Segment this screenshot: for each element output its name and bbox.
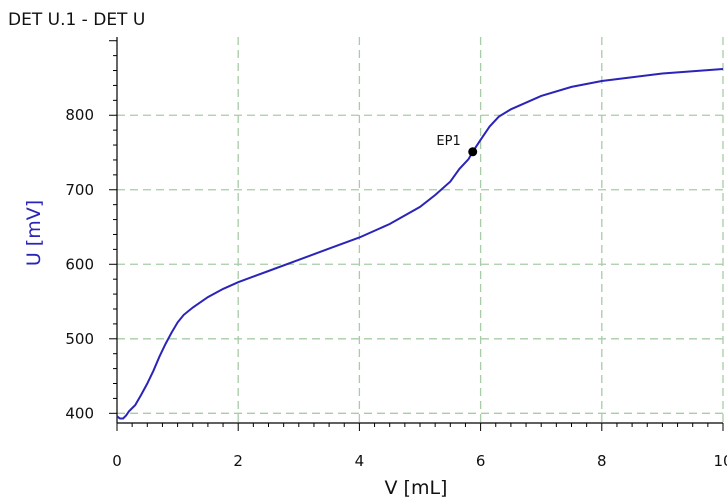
y-tick-label: 500 — [65, 330, 94, 348]
tick-labels: 0 2 4 6 8 10 400 500 600 700 800 — [65, 106, 727, 470]
minor-ticks — [109, 40, 724, 431]
endpoint-label: EP1 — [436, 134, 460, 149]
y-tick-label: 600 — [65, 255, 94, 273]
y-tick-label: 700 — [65, 181, 94, 199]
x-tick-label: 6 — [476, 452, 486, 470]
endpoint-marker — [468, 147, 478, 157]
y-tick-label: 400 — [65, 404, 94, 422]
x-axis-label: V [mL] — [385, 477, 448, 499]
chart-title: DET U.1 - DET U — [8, 10, 145, 30]
y-tick-label: 800 — [65, 106, 94, 124]
annotations: EP1 — [436, 134, 478, 157]
y-axis-label: U [mV] — [23, 200, 45, 266]
grid — [117, 37, 724, 423]
x-tick-label: 8 — [597, 452, 607, 470]
x-tick-label: 4 — [355, 452, 365, 470]
x-tick-label: 0 — [112, 452, 122, 470]
x-tick-label: 10 — [713, 452, 727, 470]
x-tick-label: 2 — [233, 452, 243, 470]
series-line — [116, 68, 724, 420]
